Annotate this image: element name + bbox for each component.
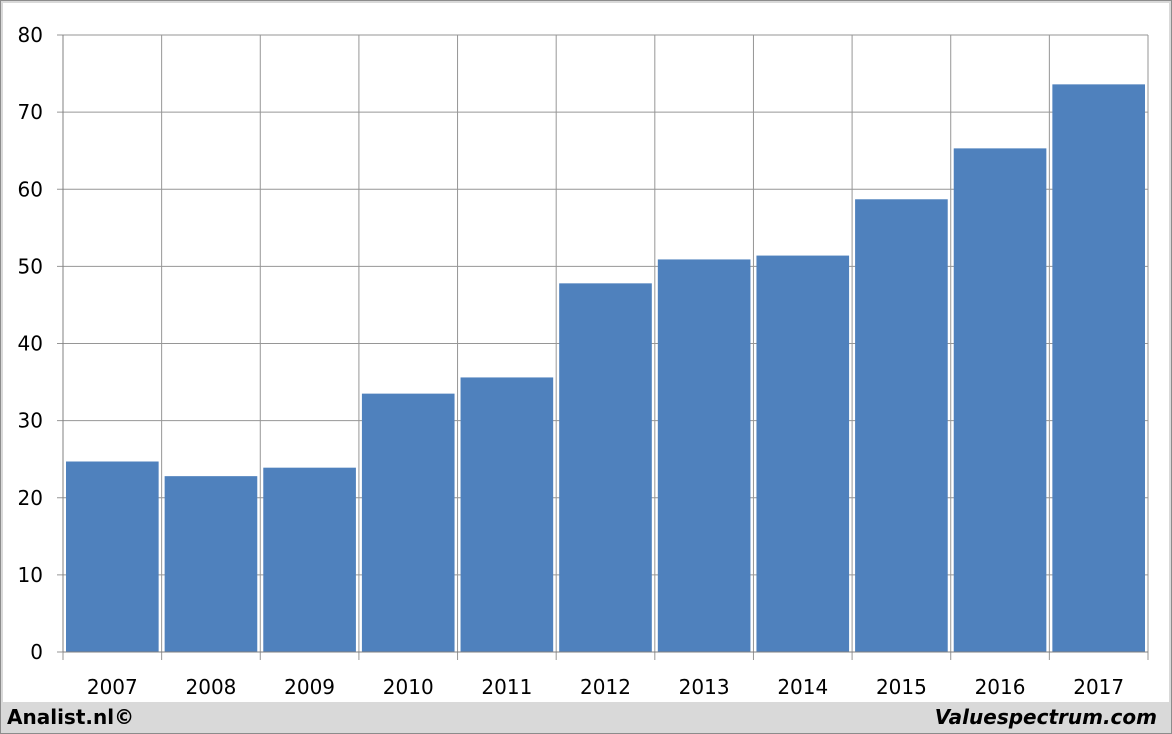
bar-2017 [1052, 84, 1145, 653]
bar-2013 [657, 259, 751, 652]
x-tick-label: 2012 [580, 675, 631, 699]
bar-2008 [164, 476, 258, 652]
x-tick-label: 2008 [186, 675, 237, 699]
bar-chart: 0 10 20 30 40 50 60 70 80 2007 2008 2009 2010 2011 201… [18, 23, 1149, 699]
y-tick-label: 30 [18, 409, 43, 433]
x-tick-label: 2013 [679, 675, 730, 699]
bar-2015 [855, 199, 948, 652]
y-tick-label: 10 [18, 563, 43, 587]
bar-2011 [460, 377, 554, 652]
x-tick-label: 2015 [876, 675, 927, 699]
x-tick-label: 2010 [383, 675, 434, 699]
footer-source-right: Valuespectrum.com [934, 705, 1157, 729]
bar-2012 [559, 283, 652, 652]
y-tick-label: 60 [18, 177, 43, 201]
x-tick-label: 2009 [284, 675, 335, 699]
y-tick-label: 80 [18, 23, 43, 47]
x-tick-label: 2011 [481, 675, 532, 699]
x-tick-label: 2014 [777, 675, 828, 699]
chart-area: 0 10 20 30 40 50 60 70 80 2007 2008 2009 2010 2011 201… [3, 3, 1169, 702]
y-tick-label: 40 [18, 332, 43, 356]
y-tick-label: 20 [18, 486, 43, 510]
bar-2016 [953, 148, 1047, 652]
y-tick-label: 0 [30, 640, 43, 664]
x-tick-label: 2017 [1073, 675, 1124, 699]
bar-2007 [66, 461, 159, 652]
x-tick-label: 2007 [87, 675, 138, 699]
bar-2014 [756, 255, 850, 652]
x-tick-label: 2016 [975, 675, 1026, 699]
bar-2009 [263, 467, 356, 652]
bar-2010 [361, 393, 455, 652]
footer-source-left: Analist.nl© [7, 705, 135, 729]
y-tick-label: 70 [18, 100, 43, 124]
y-tick-label: 50 [18, 254, 43, 278]
